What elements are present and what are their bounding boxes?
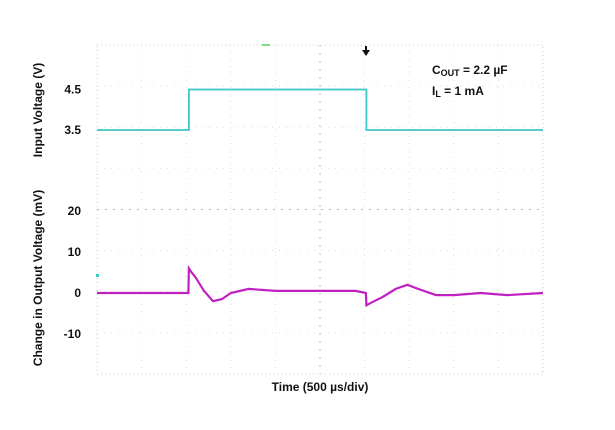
input-voltage-trace [97,88,543,131]
trigger-marker-icon [362,46,370,56]
y-tick-label: 20 [68,204,82,218]
y-tick-label: 0 [74,286,81,300]
output-voltage-axis-label: Change in Output Voltage (mV) [31,190,45,366]
y-tick-label: 10 [68,245,82,259]
x-axis-label: Time (500 µs/div) [272,380,369,394]
y-tick-label: 4.5 [64,83,81,97]
traces [97,88,544,308]
tick-labels: 3.5 4.5 20 10 0 -10 [64,83,82,342]
y-tick-label: -10 [64,327,82,341]
annotation-il: IL = 1 mA [432,84,484,99]
annotation-cout: COUT = 2.2 µF [432,63,508,78]
grid [96,44,544,375]
output-voltage-trace [97,264,544,308]
channel-marker-icon [96,274,99,277]
input-voltage-axis-label: Input Voltage (V) [31,63,45,157]
channel-marker-icon [262,44,270,46]
y-tick-label: 3.5 [64,123,81,137]
